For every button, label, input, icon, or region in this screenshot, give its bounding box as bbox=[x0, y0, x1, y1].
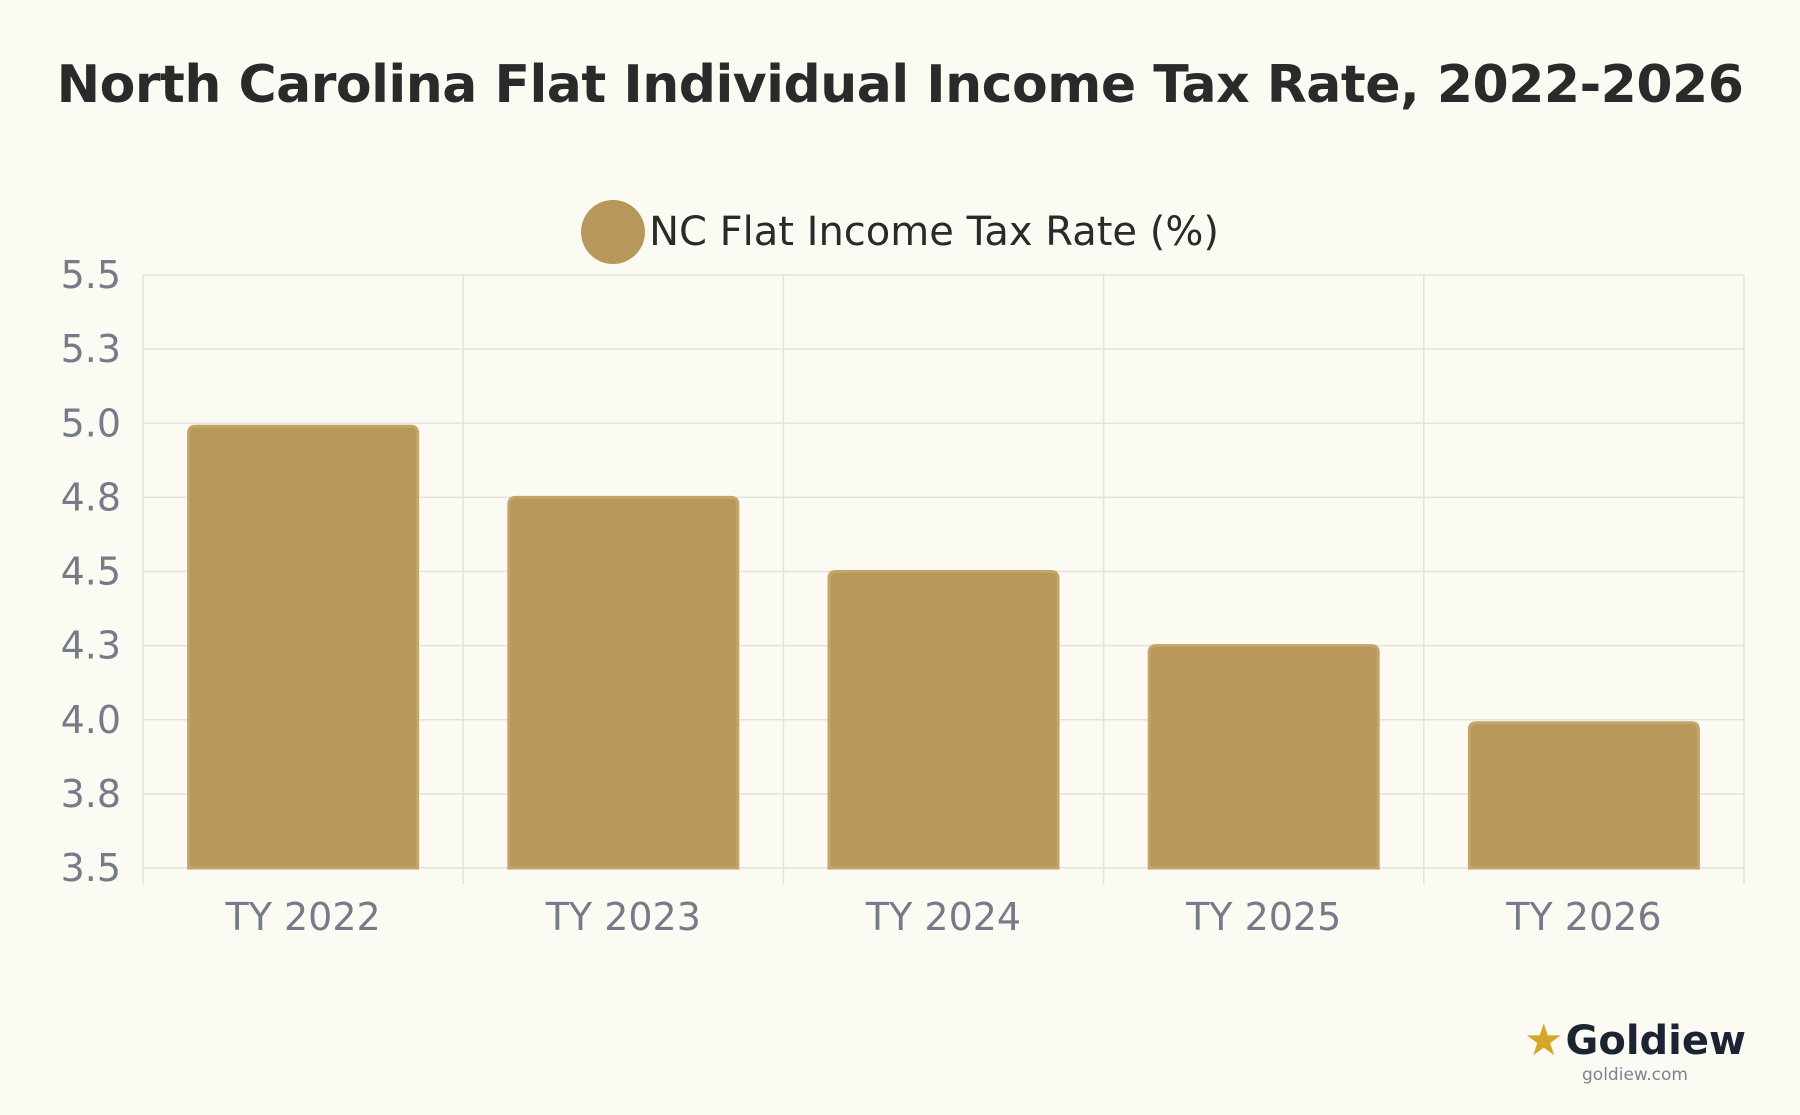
y-tick-label: 3.8 bbox=[61, 772, 121, 816]
chart-title: North Carolina Flat Individual Income Ta… bbox=[56, 55, 1744, 115]
chart-legend: NC Flat Income Tax Rate (%) bbox=[0, 200, 1800, 264]
bar[interactable] bbox=[1147, 644, 1380, 870]
x-tick-label: TY 2026 bbox=[1505, 895, 1661, 939]
legend-label[interactable]: NC Flat Income Tax Rate (%) bbox=[649, 209, 1219, 255]
x-tick-label: TY 2025 bbox=[1185, 895, 1341, 939]
y-tick-label: 5.3 bbox=[61, 327, 121, 371]
y-tick-label: 4.5 bbox=[61, 550, 121, 594]
y-tick-label: 3.5 bbox=[61, 846, 121, 890]
y-tick-label: 4.8 bbox=[61, 475, 121, 519]
bar[interactable] bbox=[827, 570, 1060, 870]
y-axis-ticks: 5.5 5.3 5.0 4.8 4.5 4.3 4.0 3.8 3.5 bbox=[61, 253, 121, 890]
legend-swatch[interactable] bbox=[581, 200, 646, 264]
bar[interactable] bbox=[507, 495, 740, 870]
x-tick-label: TY 2023 bbox=[545, 895, 701, 939]
y-tick-label: 5.0 bbox=[61, 401, 121, 445]
brand-logo: ★ Goldiew goldiew.com bbox=[1515, 1016, 1755, 1086]
x-tick-label: TY 2022 bbox=[224, 895, 380, 939]
y-tick-label: 4.3 bbox=[61, 624, 121, 668]
y-tick-label: 5.5 bbox=[61, 253, 121, 297]
brand-name: Goldiew bbox=[1565, 1018, 1746, 1064]
bar[interactable] bbox=[1467, 721, 1700, 870]
x-axis-ticks: TY 2022 TY 2023 TY 2024 TY 2025 TY 2026 bbox=[224, 895, 1661, 939]
bars bbox=[187, 424, 1700, 870]
y-tick-label: 4.0 bbox=[61, 698, 121, 742]
star-icon: ★ bbox=[1524, 1016, 1564, 1065]
x-tick-label: TY 2024 bbox=[865, 895, 1021, 939]
bar[interactable] bbox=[187, 424, 420, 870]
brand-url: goldiew.com bbox=[1582, 1065, 1688, 1085]
